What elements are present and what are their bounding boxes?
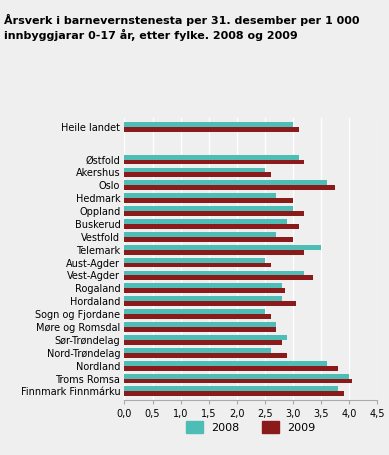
Bar [124,193,276,198]
Bar [124,198,293,203]
Bar [124,167,265,172]
Bar [124,374,349,379]
Bar [124,296,282,301]
Bar [124,180,327,185]
Bar [124,348,271,353]
Bar [124,245,321,250]
Bar [124,160,304,164]
Bar [124,250,304,255]
Bar [124,379,352,384]
Bar [124,314,271,319]
Bar [124,219,287,224]
Bar [124,391,343,396]
Bar [124,211,304,216]
Bar [124,288,285,293]
Legend: 2008, 2009: 2008, 2009 [182,417,320,437]
Bar [124,340,282,345]
Bar [124,155,299,160]
Text: Årsverk i barnevernstenesta per 31. desember per 1 000
innbyggjarar 0-17 år, ett: Årsverk i barnevernstenesta per 31. dese… [4,14,359,41]
Bar [124,263,271,268]
Bar [124,127,299,132]
Bar [124,386,338,391]
Bar [124,258,265,263]
Bar [124,366,338,370]
Bar [124,206,293,211]
Bar [124,185,335,190]
Bar [124,322,276,327]
Bar [124,335,287,340]
Bar [124,172,271,177]
Bar [124,237,293,242]
Bar [124,353,287,358]
Bar [124,224,299,229]
Bar [124,361,327,366]
Bar [124,271,304,275]
Bar [124,122,293,127]
Bar [124,327,276,332]
Bar [124,283,282,288]
Bar [124,309,265,314]
Bar [124,301,296,306]
Bar [124,232,276,237]
Bar [124,275,313,280]
